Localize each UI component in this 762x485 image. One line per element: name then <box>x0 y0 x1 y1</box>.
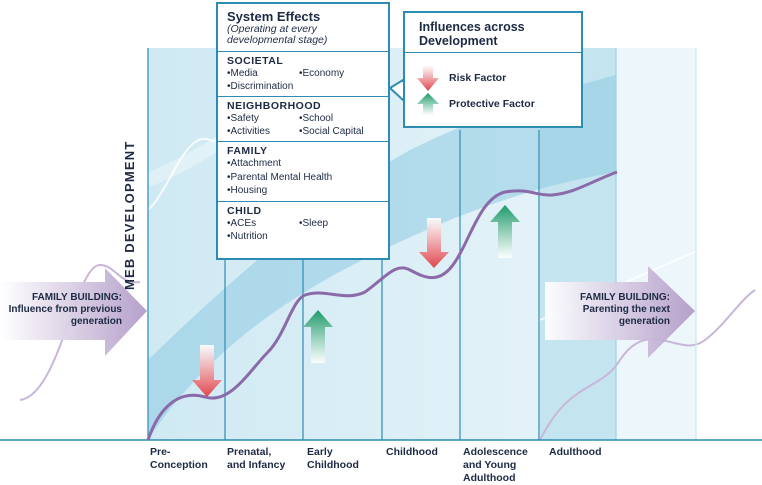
separator <box>218 51 388 52</box>
stage-label-adulthood: Adulthood <box>549 446 602 458</box>
level-child: CHILD •ACEs •Sleep •Nutrition <box>227 205 380 243</box>
risk-arrow-icon <box>419 218 449 268</box>
level-family: FAMILY •Attachment •Parental Mental Heal… <box>227 145 380 198</box>
level-title: CHILD <box>227 204 262 217</box>
level-item: •Media <box>227 68 258 79</box>
level-item: •Housing <box>227 185 268 196</box>
level-item: •Safety <box>227 113 259 124</box>
stage-label-prenatal: Prenatal, and Infancy <box>227 446 286 471</box>
next-generation-panel <box>616 48 696 440</box>
system-effects-box: System Effects (Operating at every devel… <box>216 2 390 260</box>
level-title: SOCIETAL <box>227 55 284 67</box>
level-item: •School <box>299 113 334 124</box>
protective-arrow-icon <box>417 93 439 115</box>
level-item: •ACEs <box>227 217 257 229</box>
separator <box>218 96 388 97</box>
development-trajectory-curve <box>146 170 618 441</box>
family-building-left-text: Influence from previous generation <box>8 304 122 327</box>
level-neighborhood: NEIGHBORHOOD •Safety •School •Activities… <box>227 100 380 138</box>
influences-title: Influences across Development <box>419 20 525 48</box>
level-item: •Attachment <box>227 158 282 169</box>
stage-label-adolescence: Adolescence and Young Adulthood <box>463 446 528 484</box>
risk-arrow-icon <box>192 345 222 397</box>
stage-dividers <box>147 48 697 440</box>
separator <box>405 52 581 53</box>
system-effects-title: System Effects <box>227 9 321 24</box>
legend-risk: Risk Factor <box>417 65 506 91</box>
level-societal: SOCIETAL •Media •Economy •Discrimination <box>227 55 380 93</box>
family-building-right-label: FAMILY BUILDING: Parenting the next gene… <box>548 292 670 328</box>
family-building-left-title: FAMILY BUILDING: <box>31 292 122 303</box>
family-building-left-label: FAMILY BUILDING: Influence from previous… <box>6 292 122 328</box>
stage-label-childhood: Childhood <box>386 446 438 458</box>
level-item: •Discrimination <box>227 81 294 92</box>
system-effects-subtitle: (Operating at every developmental stage) <box>227 23 328 46</box>
level-title: FAMILY <box>227 145 268 157</box>
family-building-arrow-icon <box>0 268 147 356</box>
family-building-right-text: Parenting the next generation <box>582 304 670 327</box>
legend-protective: Protective Factor <box>417 93 535 115</box>
protective-arrow-icon <box>490 205 520 258</box>
trajectory-band <box>148 75 616 440</box>
protective-arrow-icon <box>303 310 333 363</box>
level-item: •Economy <box>299 68 345 79</box>
legend-protective-label: Protective Factor <box>449 98 535 110</box>
level-item: •Parental Mental Health <box>227 171 333 183</box>
level-item: •Nutrition <box>227 230 268 242</box>
level-item: •Sleep <box>299 217 329 229</box>
risk-arrow-icon <box>417 65 439 91</box>
influences-legend-box: Influences across Development Risk Facto… <box>403 11 583 128</box>
stage-label-early-childhood: Early Childhood <box>307 446 359 471</box>
separator <box>218 200 388 202</box>
level-item: •Activities <box>227 126 270 137</box>
previous-generation-curve <box>19 263 141 401</box>
meb-development-title: MEB DEVELOPMENT <box>122 140 137 290</box>
level-item: •Social Capital <box>299 126 364 137</box>
separator <box>218 141 388 142</box>
stage-label-preconception: Pre- Conception <box>150 446 208 471</box>
family-building-arrow-icon <box>545 266 695 358</box>
level-title: NEIGHBORHOOD <box>227 100 322 112</box>
family-building-right-title: FAMILY BUILDING: <box>579 292 670 303</box>
legend-risk-label: Risk Factor <box>449 72 507 84</box>
